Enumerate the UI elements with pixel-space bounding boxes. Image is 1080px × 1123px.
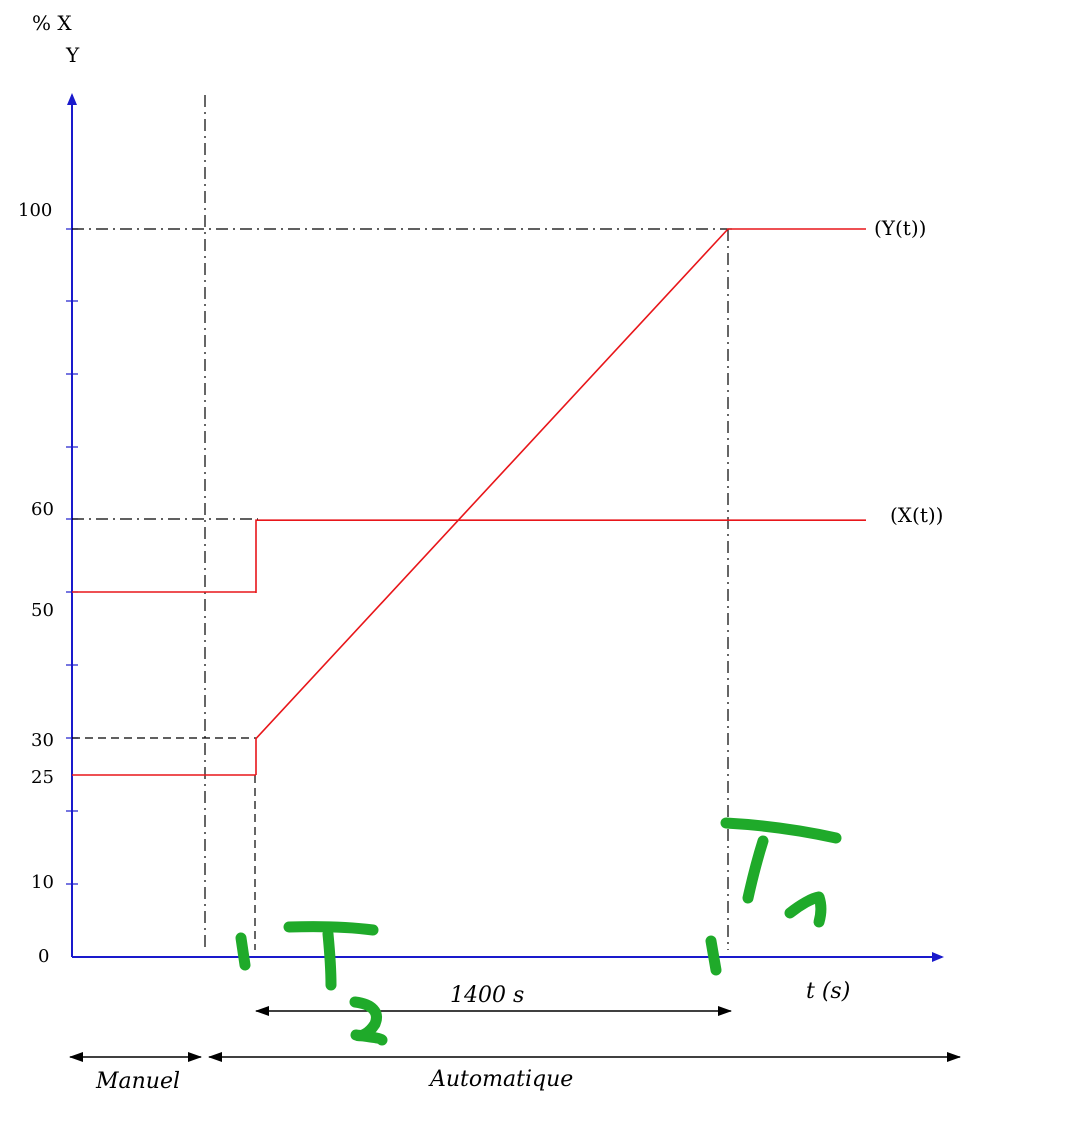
guide-lines [72,95,732,950]
series-x-line [255,519,866,593]
manual-phase-label: Manuel [95,1069,180,1094]
y-tick-label: 60 [31,499,54,520]
series-y-label: (Y(t)) [874,216,926,240]
y-axis-label-line1: % X [32,11,72,35]
y-tick-label: 25 [31,767,54,788]
auto-phase-label: Automatique [428,1067,573,1092]
duration-label: 1400 s [450,983,524,1008]
series-x-label: (X(t)) [890,503,944,527]
y-tick-label: 30 [31,730,54,751]
x-axis-label: t (s) [806,979,850,1004]
y-tick-label: 10 [31,872,54,893]
y-tick-label: 100 [18,200,52,221]
y-axis-label-line2: Y [65,43,80,67]
handwritten-t2 [235,921,388,1046]
series-y-line [255,228,866,775]
y-tick-label: 50 [31,600,54,621]
handwritten-t1 [705,817,842,976]
y-tick-label: 0 [38,946,49,967]
